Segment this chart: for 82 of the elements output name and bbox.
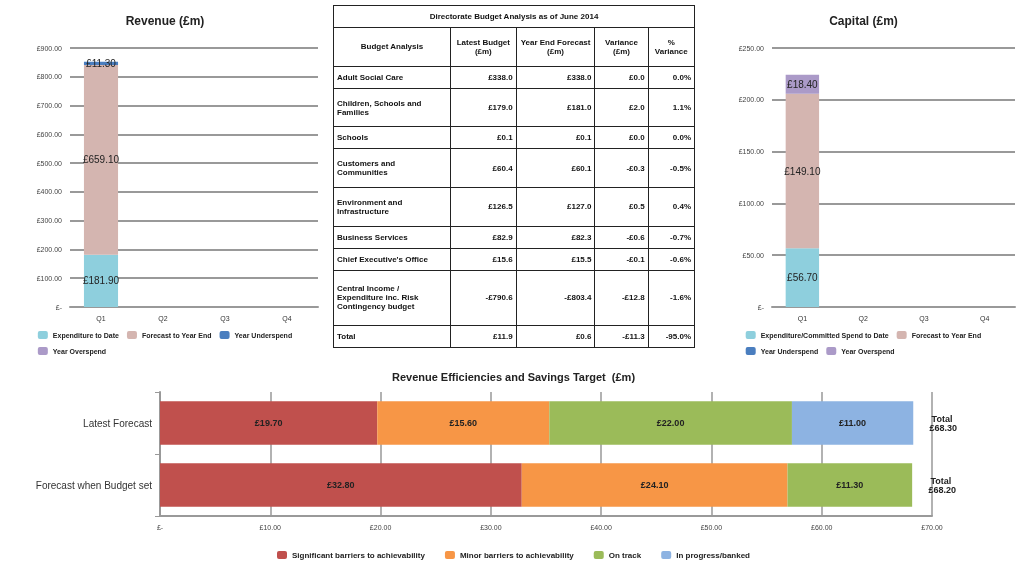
- category-label: Central Income / Expenditure inc. Risk Contingency budget: [337, 284, 419, 312]
- text: -£0.3: [626, 163, 645, 173]
- data-label: £149.10: [784, 165, 821, 177]
- data-label: £24.10: [640, 480, 669, 490]
- data-label: £181.90: [82, 275, 120, 287]
- text: £2.0: [629, 103, 645, 113]
- category-label: Children, Schools and Families: [337, 98, 422, 117]
- category-label: Adult Social Care: [337, 72, 404, 82]
- category-label: Variance (£m): [594, 27, 649, 67]
- category-label: % Variance: [648, 27, 695, 67]
- category-label: Customers and Communities: [337, 159, 396, 178]
- category-label: Year End Forecast (£m): [516, 27, 595, 67]
- total-label: Total £68.20: [928, 475, 956, 495]
- text: £338.0: [567, 72, 592, 82]
- chart-title: Revenue Efficiencies and Savings Target (£m): [391, 370, 636, 383]
- bar: [549, 401, 792, 445]
- bar: [787, 463, 913, 507]
- bar: [791, 401, 914, 445]
- text: -0.5%: [670, 163, 691, 173]
- text: 0.0%: [672, 72, 691, 82]
- category-label: Latest Budget (£m): [450, 27, 517, 67]
- text: £11.9: [493, 331, 513, 341]
- text: -1.6%: [670, 293, 691, 303]
- chart-title: Capital (£m): [829, 14, 898, 28]
- bar: [521, 463, 788, 507]
- text: £15.6: [492, 254, 513, 264]
- category-label: Business Services: [337, 232, 408, 242]
- category-label: Schools: [337, 133, 369, 143]
- text: -£803.4: [564, 293, 592, 303]
- text: £0.0: [629, 72, 645, 82]
- text: £15.5: [571, 254, 592, 264]
- category-label: Chief Executive's Office: [337, 254, 428, 264]
- data-label: £11.30: [86, 57, 117, 69]
- data-label: £18.40: [787, 78, 819, 90]
- text: £338.0: [488, 72, 513, 82]
- text: -£790.6: [485, 293, 513, 303]
- data-label: £15.60: [449, 418, 478, 428]
- text: -£12.8: [621, 293, 645, 303]
- data-label: £32.80: [327, 480, 355, 490]
- text: 0.0%: [672, 133, 691, 143]
- y-tick-label: Forecast when Budget set: [35, 479, 153, 491]
- text: -£11.3: [622, 331, 645, 341]
- total-label: Total £68.30: [929, 413, 958, 433]
- bar: [377, 401, 550, 445]
- text: £181.0: [567, 103, 592, 113]
- text: £82.9: [492, 232, 513, 242]
- data-label: £56.70: [787, 272, 819, 284]
- text: -0.6%: [670, 254, 691, 264]
- data-label: £11.30: [836, 480, 864, 490]
- text: -£0.1: [626, 254, 645, 264]
- legend-label: In progress/banked: [676, 550, 751, 560]
- legend-label: On track: [608, 550, 642, 560]
- data-label: £19.70: [254, 418, 283, 428]
- legend-label: Minor barriers to achievability: [459, 550, 575, 560]
- data-label: £659.10: [82, 154, 120, 166]
- text: £0.0: [629, 133, 645, 143]
- text: -95.0%: [665, 331, 691, 341]
- chart-title: Revenue (£m): [125, 14, 205, 28]
- data-label: £22.00: [656, 418, 685, 428]
- text: 1.1%: [672, 103, 691, 113]
- category-label: Environment and Infrastructure: [337, 197, 403, 216]
- text: £82.3: [571, 232, 592, 242]
- text: £0.1: [575, 133, 592, 143]
- text: 0.4%: [672, 202, 691, 212]
- data-label: £11.00: [839, 418, 867, 428]
- bar: [160, 463, 522, 507]
- text: £0.5: [629, 202, 645, 212]
- text: £60.1: [571, 163, 592, 173]
- y-tick-label: Latest Forecast: [83, 417, 153, 429]
- text: £126.5: [488, 202, 513, 212]
- text: £127.0: [567, 202, 592, 212]
- category-label: Budget Analysis: [333, 27, 451, 67]
- text: £0.1: [497, 133, 513, 143]
- text: -£0.6: [626, 232, 645, 242]
- legend-label: Significant barriers to achievability: [292, 550, 426, 560]
- text: Directorate Budget Analysis as of June 2014: [333, 5, 695, 28]
- text: £179.0: [488, 103, 513, 113]
- category-label: Total: [337, 331, 356, 341]
- bar: [160, 401, 378, 445]
- text: £60.4: [492, 163, 513, 173]
- text: £0.6: [575, 331, 592, 341]
- text: -0.7%: [670, 232, 691, 242]
